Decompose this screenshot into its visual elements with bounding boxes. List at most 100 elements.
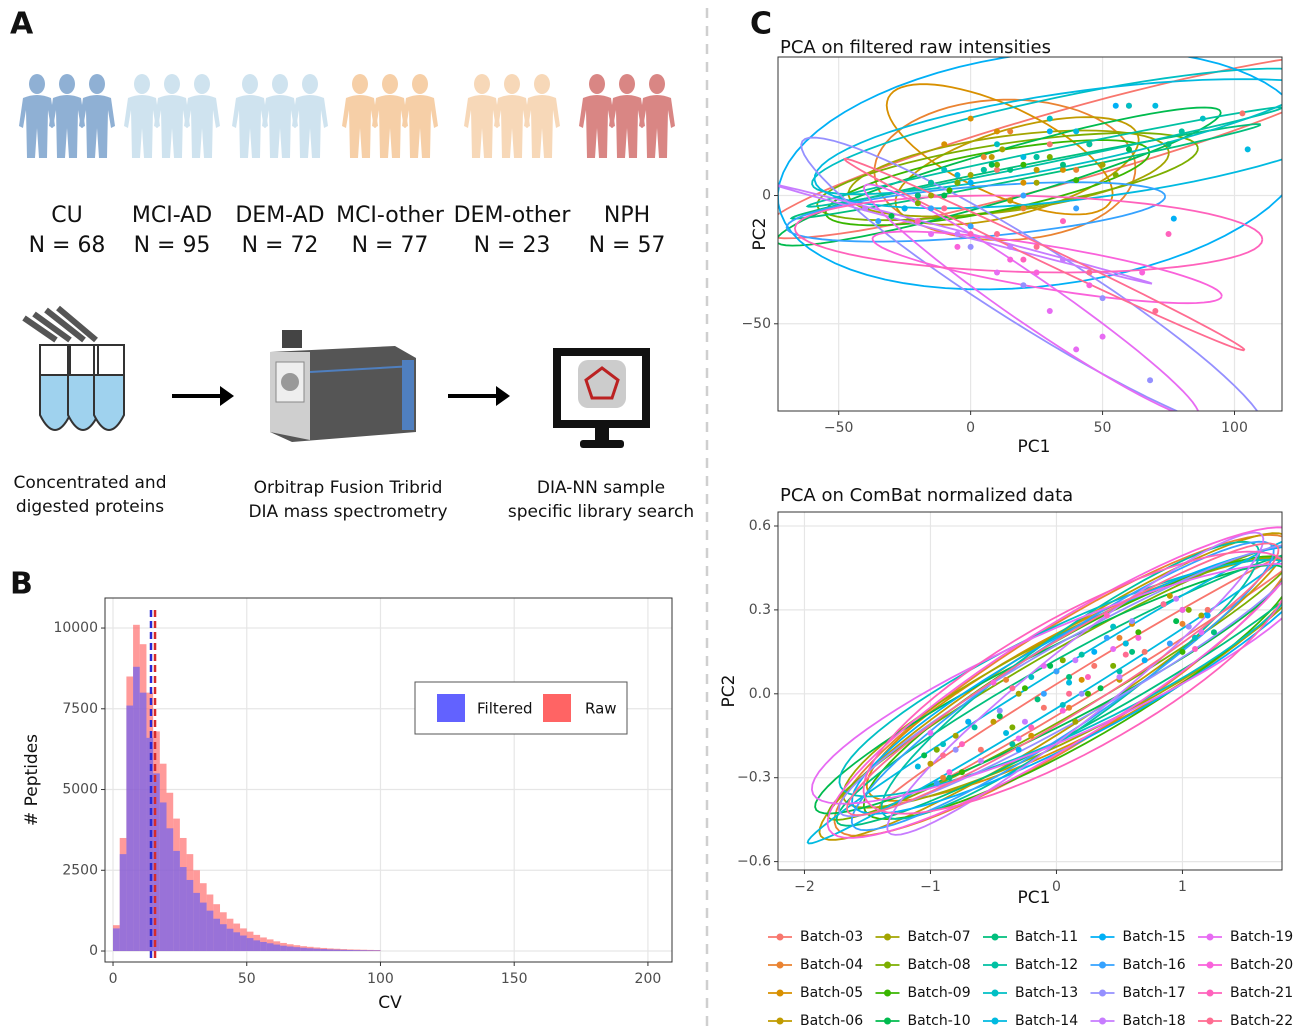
x-tick-label: −50 — [824, 420, 854, 436]
histogram-bar — [159, 802, 167, 952]
scatter-point — [1028, 732, 1035, 739]
scatter-point — [1003, 676, 1010, 683]
legend-label: Batch-21 — [1230, 985, 1293, 1001]
scatter-point — [958, 769, 965, 776]
histogram-bar — [353, 950, 361, 952]
scatter-point — [1204, 612, 1211, 619]
scatter-point — [914, 763, 921, 770]
histogram-bar — [173, 850, 180, 952]
scatter-point — [1165, 231, 1172, 237]
scatter-point — [1073, 128, 1080, 135]
scatter-point — [928, 192, 935, 199]
histogram-bar — [246, 938, 254, 952]
histogram-bar — [260, 941, 267, 952]
x-tick-label: 100 — [367, 971, 394, 987]
scatter-point — [928, 179, 935, 186]
scatter-point — [1110, 623, 1117, 630]
scatter-point — [1173, 618, 1180, 625]
cohort-icon — [19, 74, 115, 158]
scatter-point — [1059, 657, 1066, 664]
scatter-point — [1135, 634, 1142, 641]
confidence-ellipse — [862, 550, 1282, 815]
scatter-point — [1072, 657, 1079, 664]
scatter-point — [1020, 192, 1027, 199]
x-tick-label: 150 — [501, 971, 528, 987]
scatter-point — [994, 128, 1001, 135]
legend-key-point — [884, 1017, 891, 1025]
scatter-point — [1009, 685, 1016, 692]
scatter-point — [1033, 154, 1040, 161]
legend-label: Batch-19 — [1230, 929, 1293, 945]
histogram-bar — [373, 950, 381, 952]
legend-key-point — [991, 1017, 999, 1025]
scatter-point — [1178, 128, 1185, 135]
person-icon — [79, 74, 115, 158]
legend-label: Batch-14 — [1015, 1013, 1078, 1029]
confidence-ellipse — [851, 546, 1282, 815]
person-icon — [154, 74, 190, 158]
cohort-n: N = 57 — [589, 233, 666, 258]
y-tick-label: 10000 — [53, 620, 98, 636]
scatter-point — [946, 774, 953, 781]
scatter-point — [965, 718, 972, 725]
legend-swatch — [543, 694, 571, 722]
y-tick-label: 0 — [89, 943, 98, 959]
cohort-name: NPH — [604, 203, 650, 228]
scatter-point — [1122, 651, 1129, 658]
person-icon — [232, 74, 268, 158]
scatter-point — [1125, 102, 1132, 109]
histogram-bar — [199, 902, 207, 952]
histogram-bar — [286, 946, 294, 952]
histogram-bar — [367, 950, 374, 952]
cohort-name: CU — [51, 203, 82, 228]
scatter-point — [958, 741, 965, 748]
legend-swatch — [437, 694, 465, 722]
scatter-point — [1199, 115, 1206, 122]
scatter-point — [1141, 657, 1148, 664]
scatter-point — [1073, 346, 1080, 353]
scatter-point — [977, 757, 984, 764]
histogram-bar — [153, 773, 160, 952]
scatter-point — [954, 231, 961, 237]
scatter-point — [1086, 141, 1093, 148]
cohort-n: N = 95 — [134, 233, 211, 258]
scatter-point — [1185, 606, 1192, 613]
plot-border — [104, 597, 673, 963]
confidence-ellipse — [843, 157, 1246, 352]
scatter-point — [914, 218, 921, 225]
scatter-point — [1066, 704, 1073, 711]
histogram-bar — [360, 950, 368, 952]
scatter-point — [1078, 676, 1085, 683]
confidence-ellipse — [793, 194, 1264, 274]
scatter-point — [927, 729, 934, 736]
scatter-point — [1141, 648, 1148, 655]
scatter-point — [1086, 282, 1093, 289]
scatter-point — [1059, 707, 1066, 714]
histogram-bar — [226, 928, 234, 952]
confidence-ellipse — [847, 129, 1170, 218]
y-axis-label: PC2 — [719, 675, 739, 708]
legend-key-point — [1099, 989, 1106, 997]
scatter-point — [1007, 256, 1014, 263]
legend-key-point — [1206, 989, 1214, 997]
person-icon — [609, 74, 645, 158]
person-icon — [524, 74, 560, 158]
scatter-point — [1084, 690, 1091, 697]
scatter-point — [1125, 146, 1132, 153]
scatter-point — [1152, 102, 1159, 109]
histogram-bar — [179, 867, 187, 952]
legend-label: Batch-03 — [800, 929, 863, 945]
scatter-point — [901, 205, 908, 212]
scatter-point — [1103, 612, 1110, 619]
scatter-point — [862, 205, 869, 212]
scatter-point — [1078, 651, 1085, 658]
legend-key-point — [1099, 961, 1106, 969]
scatter-point — [1192, 646, 1199, 653]
scatter-point — [994, 269, 1001, 276]
x-axis-label: PC1 — [1018, 888, 1051, 908]
legend-label: Batch-04 — [800, 957, 863, 973]
scatter-point — [1103, 634, 1110, 641]
y-tick-label: 0.6 — [749, 518, 771, 534]
histogram-bar — [340, 949, 348, 952]
x-tick-label: 0 — [109, 971, 118, 987]
